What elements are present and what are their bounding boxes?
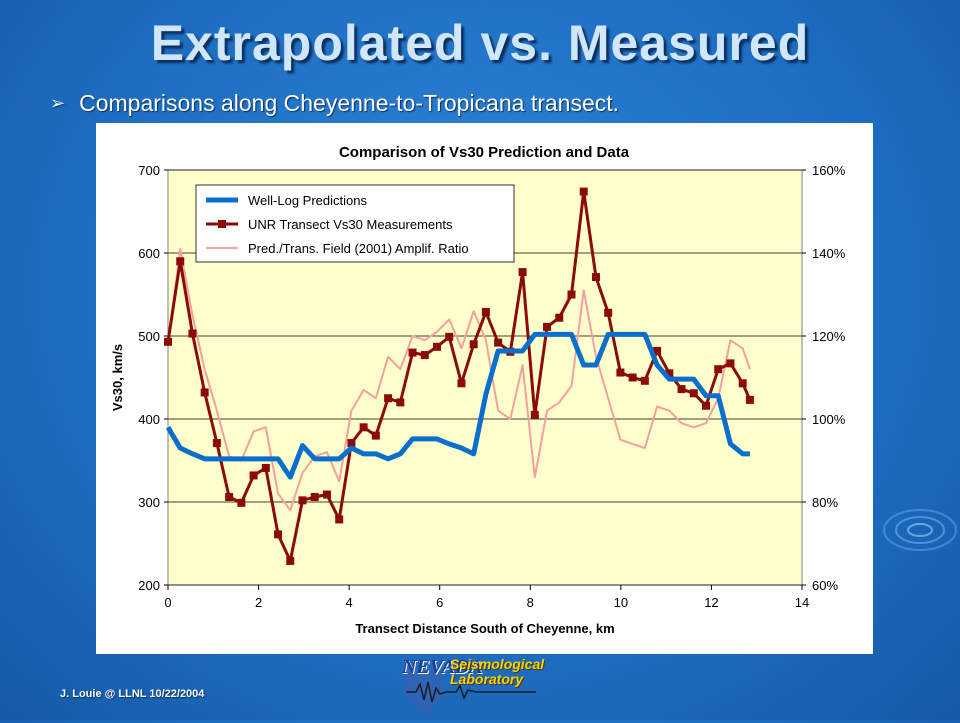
data-point-marker (738, 379, 747, 388)
legend: Well-Log Predictions UNR Transect Vs30 Me… (195, 184, 515, 263)
data-point-marker (274, 530, 283, 539)
legend-label: UNR Transect Vs30 Measurements (248, 217, 453, 232)
data-point-marker (298, 496, 307, 505)
data-point-marker (653, 346, 662, 355)
y-tick-label: 700 (138, 163, 160, 178)
x-tick-label: 10 (614, 595, 628, 610)
logo-seismological: Seismological (450, 656, 545, 672)
data-point-marker (677, 385, 686, 394)
data-point-marker (665, 369, 674, 378)
data-point-marker (176, 257, 185, 266)
data-point-marker (225, 493, 234, 502)
data-point-marker (616, 368, 625, 377)
y2-tick-label: 120% (812, 329, 846, 344)
y-tick-label: 300 (138, 495, 160, 510)
y2-tick-label: 60% (812, 578, 838, 593)
logo-laboratory: Laboratory (450, 671, 524, 687)
data-point-marker (543, 322, 552, 331)
data-point-marker (249, 471, 258, 480)
data-point-marker (469, 340, 478, 349)
data-point-marker (396, 398, 405, 407)
data-point-marker (640, 376, 649, 385)
data-point-marker (408, 348, 417, 357)
data-point-marker (518, 268, 527, 277)
chart-panel: Comparison of Vs30 Prediction and Data 2… (96, 123, 873, 654)
data-point-marker (714, 365, 723, 374)
chart-title: Comparison of Vs30 Prediction and Data (339, 144, 630, 161)
data-point-marker (445, 332, 454, 341)
data-point-marker (726, 359, 735, 368)
x-tick-label: 6 (436, 595, 443, 610)
slide-title: Extrapolated vs. Measured (150, 15, 810, 71)
data-point-marker (359, 423, 368, 432)
logo-nevada: NEVADA (402, 656, 483, 678)
legend-marker (218, 220, 226, 228)
logo-seismogram-icon (404, 668, 536, 716)
legend-label: Pred./Trans. Field (2001) Amplif. Ratio (248, 241, 469, 256)
footer-credit: J. Louie @ LLNL 10/22/2004 (60, 688, 205, 700)
series-line-3 (167, 247, 751, 512)
data-point-marker (494, 338, 503, 347)
bullet-text: Comparisons along Cheyenne-to-Tropicana … (79, 89, 620, 116)
y2-tick-label: 160% (812, 163, 846, 178)
series-layer (164, 187, 754, 565)
x-tick-label: 2 (255, 595, 262, 610)
series-line-1 (165, 331, 750, 480)
x-tick-label: 4 (346, 595, 353, 610)
data-point-marker (237, 498, 246, 507)
x-axis-label: Transect Distance South of Cheyenne, km (355, 621, 614, 636)
data-point-marker (579, 187, 588, 196)
y-axis-label: Vs30, km/s (110, 344, 125, 411)
bullet-arrow-icon: ➢ (50, 92, 66, 113)
data-point-marker (371, 431, 380, 440)
bullet-item: ➢ Comparisons along Cheyenne-to-Tropican… (50, 88, 619, 118)
data-point-marker (335, 515, 344, 524)
data-point-marker (322, 490, 331, 499)
data-point-marker (701, 401, 710, 410)
data-point-marker (457, 379, 466, 388)
data-point-marker (432, 342, 441, 351)
ripple-decoration (883, 509, 957, 551)
y2-tick-label: 140% (812, 246, 846, 261)
legend-box (195, 184, 515, 263)
data-point-marker (689, 389, 698, 398)
data-point-marker (188, 329, 197, 338)
data-point-marker (261, 463, 270, 472)
vs30-chart: Comparison of Vs30 Prediction and Data 2… (96, 123, 873, 654)
y-tick-label: 600 (138, 246, 160, 261)
y2-tick-label: 80% (812, 495, 838, 510)
data-point-marker (567, 290, 576, 299)
data-point-marker (530, 410, 539, 419)
axes: 200 300 400 500 600 700 60% 80% 100% 120% 140% 160%… (138, 163, 845, 610)
data-point-marker (555, 313, 564, 322)
data-point-marker (212, 439, 221, 448)
seismo-lab-logo: NEVADA Seismological Laboratory (396, 654, 556, 718)
data-point-marker (164, 337, 172, 346)
y2-tick-label: 100% (812, 412, 846, 427)
data-point-marker (481, 307, 490, 316)
y-tick-label: 500 (138, 329, 160, 344)
x-tick-label: 8 (527, 595, 534, 610)
data-point-marker (347, 439, 356, 448)
y-tick-label: 200 (138, 578, 160, 593)
data-point-marker (200, 388, 209, 397)
x-tick-label: 12 (704, 595, 718, 610)
data-point-marker (604, 308, 613, 317)
data-point-marker (420, 351, 429, 360)
data-point-marker (286, 556, 295, 565)
x-tick-label: 0 (164, 595, 171, 610)
data-point-marker (384, 394, 393, 403)
data-point-marker (745, 395, 754, 404)
data-point-marker (310, 493, 319, 502)
data-point-marker (591, 273, 600, 282)
x-tick-label: 14 (795, 595, 809, 610)
y-tick-label: 400 (138, 412, 160, 427)
data-point-marker (628, 373, 637, 382)
legend-label: Well-Log Predictions (248, 193, 367, 208)
